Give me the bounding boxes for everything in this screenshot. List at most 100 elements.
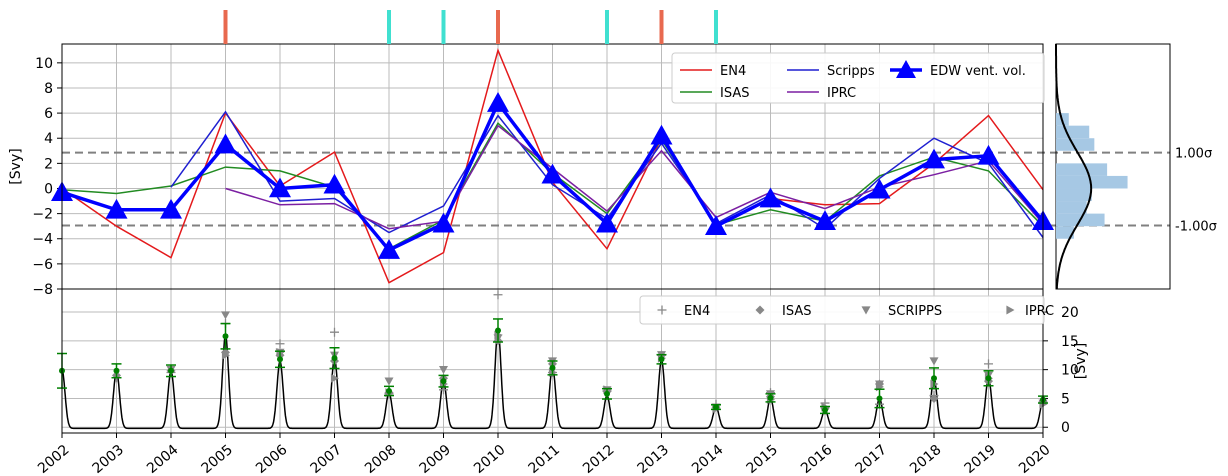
edw-point-2019 xyxy=(977,144,1000,165)
bottom-legend-marker-3 xyxy=(1006,305,1015,315)
bottom-ylabel: [Svy] xyxy=(1073,343,1089,379)
marker-en4-2007 xyxy=(330,327,339,337)
mean-point-2005 xyxy=(222,333,229,340)
event-marker-2012 xyxy=(605,10,609,44)
legend-label-3: IPRC xyxy=(827,86,856,101)
sigma-label-1: -1.00σ xyxy=(1175,220,1217,235)
legend-label-2: Scripps xyxy=(827,64,875,79)
edw-point-2016 xyxy=(814,210,836,230)
xtick-label-2010: 2010 xyxy=(471,442,509,476)
bottom-legend-marker-2 xyxy=(861,306,871,315)
mean-point-2018 xyxy=(931,375,937,382)
marker-en4-2006 xyxy=(275,339,285,349)
marker-en4-2010 xyxy=(493,290,503,300)
mean-point-2014 xyxy=(713,404,719,411)
mean-point-2009 xyxy=(440,378,447,385)
event-marker-2010 xyxy=(496,10,500,44)
edw-point-2004 xyxy=(160,198,182,219)
mean-point-2012 xyxy=(604,390,610,397)
mean-point-2006 xyxy=(277,356,283,363)
hist-bar-10 xyxy=(1056,125,1090,139)
bottom-legend: EN4 ISAS SCRIPPS IPRC xyxy=(639,295,1054,325)
mean-point-2015 xyxy=(767,394,774,401)
sigma-label-0: 1.00σ xyxy=(1175,147,1212,162)
bottom-legend-label-1: ISAS xyxy=(782,304,811,319)
edw-point-2006 xyxy=(269,177,291,198)
mean-point-2003 xyxy=(113,367,120,374)
xtick-label-2020: 2020 xyxy=(1016,442,1054,476)
top-ytick-label: −6 xyxy=(32,257,53,273)
normal-curve xyxy=(1055,44,1093,290)
xtick-label-2016: 2016 xyxy=(798,442,836,476)
marker-isas-2018 xyxy=(929,393,939,403)
top-ytick-label: 4 xyxy=(44,131,53,147)
xtick-label-2004: 2004 xyxy=(144,442,182,476)
marker-iprc-2005 xyxy=(221,350,230,360)
xtick-label-2018: 2018 xyxy=(907,442,945,476)
edw-point-2009 xyxy=(432,212,455,233)
edw-point-2014 xyxy=(705,215,727,235)
bottom-legend-label-0: EN4 xyxy=(684,304,710,319)
edw-point-2005 xyxy=(214,133,237,154)
bottom-panel: 2002 2003 2004 2005 2006 2007 2008 2009 2010 2011… xyxy=(35,288,1089,476)
xtick-label-2007: 2007 xyxy=(307,442,345,476)
mean-point-2007 xyxy=(331,355,338,362)
xtick-label-2003: 2003 xyxy=(89,442,127,476)
marker-scripps-2005 xyxy=(221,311,230,320)
event-marker-2005 xyxy=(223,10,228,44)
marker-scripps-2009 xyxy=(439,366,448,375)
top-ytick-label: −2 xyxy=(32,207,53,223)
xtick-label-2012: 2012 xyxy=(580,442,618,476)
mean-point-2004 xyxy=(168,367,174,374)
bottom-legend-label-3: IPRC xyxy=(1025,304,1054,319)
edw-point-2015 xyxy=(759,187,782,208)
legend-label-1: ISAS xyxy=(720,86,749,101)
event-marker-2008 xyxy=(387,10,391,44)
top-ylabel: [Svy] xyxy=(8,148,24,184)
mean-point-2017 xyxy=(876,395,883,402)
hist-bar-2 xyxy=(1056,226,1074,239)
mean-point-2010 xyxy=(495,327,501,334)
mean-point-2013 xyxy=(658,356,665,363)
xtick-label-2015: 2015 xyxy=(743,442,781,476)
top-ytick-label: 2 xyxy=(44,156,53,172)
top-ytick-label: −4 xyxy=(32,232,53,248)
event-marker-2013 xyxy=(659,10,664,44)
hist-bar-7 xyxy=(1056,163,1108,176)
edw-point-2003 xyxy=(105,198,128,219)
hist-bar-5 xyxy=(1056,188,1092,202)
edw-point-2012 xyxy=(596,212,618,233)
marker-scripps-2008 xyxy=(384,377,394,386)
top-ytick-label: 0 xyxy=(44,181,53,197)
bottom-legend-box xyxy=(639,295,1045,325)
top-ytick-label: −8 xyxy=(32,282,53,298)
xtick-label-2017: 2017 xyxy=(852,442,890,476)
edw-point-2010 xyxy=(487,92,509,112)
bottom-ytick-label: 10 xyxy=(1061,363,1079,379)
edw-point-2008 xyxy=(378,239,400,259)
bottom-legend-marker-1 xyxy=(755,305,765,315)
legend-label-4: EDW vent. vol. xyxy=(930,64,1026,79)
xtick-label-2019: 2019 xyxy=(961,442,999,476)
hist-bar-4 xyxy=(1056,201,1087,214)
edw-point-2018 xyxy=(923,148,945,169)
xtick-label-2002: 2002 xyxy=(35,442,73,476)
xtick-label-2013: 2013 xyxy=(634,442,672,476)
legend-marker-4 xyxy=(896,60,916,78)
marker-scripps-2018 xyxy=(929,357,939,366)
bottom-legend-label-2: SCRIPPS xyxy=(888,304,942,319)
mean-point-2016 xyxy=(822,406,828,413)
bottom-ytick-label: 20 xyxy=(1061,305,1079,321)
marker-en4-2019 xyxy=(984,359,993,369)
event-marker-2009 xyxy=(441,10,446,44)
top-legend-box xyxy=(671,52,1045,104)
xtick-label-2009: 2009 xyxy=(416,442,454,476)
hist-bar-9 xyxy=(1056,138,1095,151)
top-ytick-label: 6 xyxy=(44,106,53,122)
top-panel: 10 8 6 4 2 0 −2 −4 −6 −8 1.00σ -1.00σ [Svy] EN4 ISAS Sc… xyxy=(8,43,1217,298)
edw-point-2017 xyxy=(868,178,891,199)
histogram-panel xyxy=(1055,43,1171,290)
marker-iprc-2007 xyxy=(330,373,339,383)
xtick-label-2014: 2014 xyxy=(689,442,727,476)
